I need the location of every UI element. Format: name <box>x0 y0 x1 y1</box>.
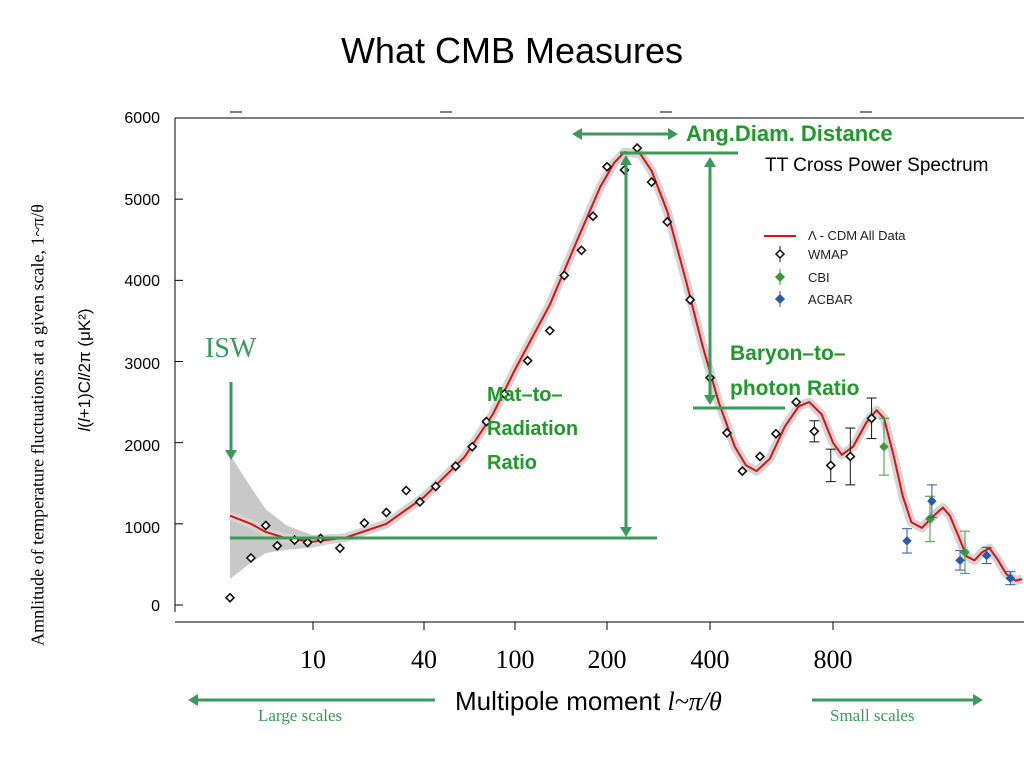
page-title: What CMB Measures <box>340 30 684 71</box>
mat-label-line: Mat–to– <box>487 384 563 406</box>
ang-diam-arrowhead <box>572 128 582 140</box>
annotation-lines-layer <box>188 128 983 706</box>
wmap-data-point <box>587 211 599 222</box>
wmap-data-point <box>721 427 733 439</box>
mat-to-radiation-label: Mat–to– Radiation Ratio <box>487 378 578 480</box>
wmap-data-point <box>359 517 370 529</box>
wmap-data-point <box>866 413 877 424</box>
wmap-data-point <box>272 540 283 551</box>
y-tick-label: 6000 <box>124 110 160 127</box>
data-points-layer <box>224 142 1016 603</box>
model-curve-line <box>229 151 1023 582</box>
legend-wmap-marker <box>774 248 786 260</box>
wmap-data-point <box>467 441 478 452</box>
isw-arrowhead <box>225 450 237 460</box>
y-tick-label: 3000 <box>124 356 160 373</box>
legend-entry-model: Λ - CDM All Data <box>808 228 906 243</box>
model-curve-layer <box>229 151 1023 582</box>
mat-label-line: Ratio <box>487 452 537 474</box>
wmap-data-point <box>601 161 613 172</box>
baryon-arrowhead <box>704 395 716 405</box>
x-tick-label: 10 <box>300 645 326 674</box>
acbar-data-point <box>1005 573 1016 583</box>
x-axis-label: Multipole moment l~π/θ <box>455 686 722 716</box>
ang-diam-distance-label: Ang.Diam. Distance <box>686 121 893 146</box>
mat-rad-arrowhead <box>620 527 632 537</box>
small-scales-label: Small scales <box>830 706 915 725</box>
x-tick-label: 400 <box>690 645 730 674</box>
y-tick-label: 0 <box>151 598 160 615</box>
legend-cbi-marker <box>774 271 786 283</box>
legend-entry-acbar: ACBAR <box>808 292 853 307</box>
y-tick-label: 2000 <box>124 438 160 455</box>
wmap-data-point <box>845 451 856 462</box>
wmap-data-point <box>450 461 461 472</box>
legend-title: TT Cross Power Spectrum <box>765 155 989 176</box>
wmap-data-point <box>260 520 271 531</box>
wmap-data-point <box>414 496 426 508</box>
baryon-label-line: photon Ratio <box>730 377 860 400</box>
legend-acbar-marker <box>774 293 786 305</box>
wmap-data-point <box>662 216 673 228</box>
acbar-data-point <box>955 555 965 566</box>
baryon-to-photon-label: Baryon–to– photon Ratio <box>730 336 859 406</box>
cbi-data-point <box>879 442 889 452</box>
wmap-data-point <box>430 481 441 492</box>
ang-diam-arrowhead <box>668 128 678 140</box>
y-tick-label: 4000 <box>124 273 160 290</box>
y-tick-label: 5000 <box>124 192 160 209</box>
wmap-data-point <box>499 388 510 400</box>
acbar-data-point <box>902 536 912 546</box>
y-tick-label: 1000 <box>124 520 160 537</box>
legend-entry-cbi: CBI <box>808 270 830 285</box>
x-tick-label: 40 <box>411 645 437 674</box>
large-scales-arrowhead <box>188 694 198 706</box>
wmap-data-point <box>334 543 346 554</box>
isw-label: ISW <box>205 333 257 364</box>
x-tick-label: 100 <box>495 645 535 674</box>
legend-entry-wmap: WMAP <box>808 247 849 262</box>
mat-rad-arrowhead <box>620 155 632 165</box>
wmap-data-point <box>646 176 657 188</box>
wmap-data-point <box>245 552 257 564</box>
acbar-data-point <box>981 550 992 561</box>
wmap-data-point <box>770 428 782 439</box>
legend-markers-layer <box>764 235 796 307</box>
wmap-data-point <box>559 270 570 281</box>
wmap-data-point <box>737 465 748 477</box>
x-tick-label: 800 <box>813 645 853 674</box>
wmap-data-point <box>576 245 587 256</box>
large-scales-label: Large scales <box>258 706 343 725</box>
mat-label-line: Radiation <box>487 418 579 440</box>
baryon-arrowhead <box>704 157 716 167</box>
wmap-data-point <box>685 294 696 305</box>
wmap-data-point <box>302 537 313 548</box>
cosmic-variance-band <box>230 454 387 580</box>
wmap-data-point <box>381 507 392 518</box>
small-scales-arrowhead <box>973 694 983 706</box>
x-tick-label: 200 <box>587 645 627 674</box>
wmap-data-point <box>809 426 820 437</box>
wmap-data-point <box>825 460 836 471</box>
acbar-data-point <box>927 496 937 506</box>
wmap-data-point <box>481 416 492 427</box>
wmap-data-point <box>224 592 236 603</box>
wmap-data-point <box>522 355 533 366</box>
wmap-data-point <box>401 485 412 496</box>
wmap-data-point <box>754 451 766 462</box>
wmap-data-point <box>544 325 555 336</box>
baryon-label-line: Baryon–to– <box>730 342 846 365</box>
axes-layer <box>174 111 1024 630</box>
wmap-data-point <box>791 396 802 408</box>
